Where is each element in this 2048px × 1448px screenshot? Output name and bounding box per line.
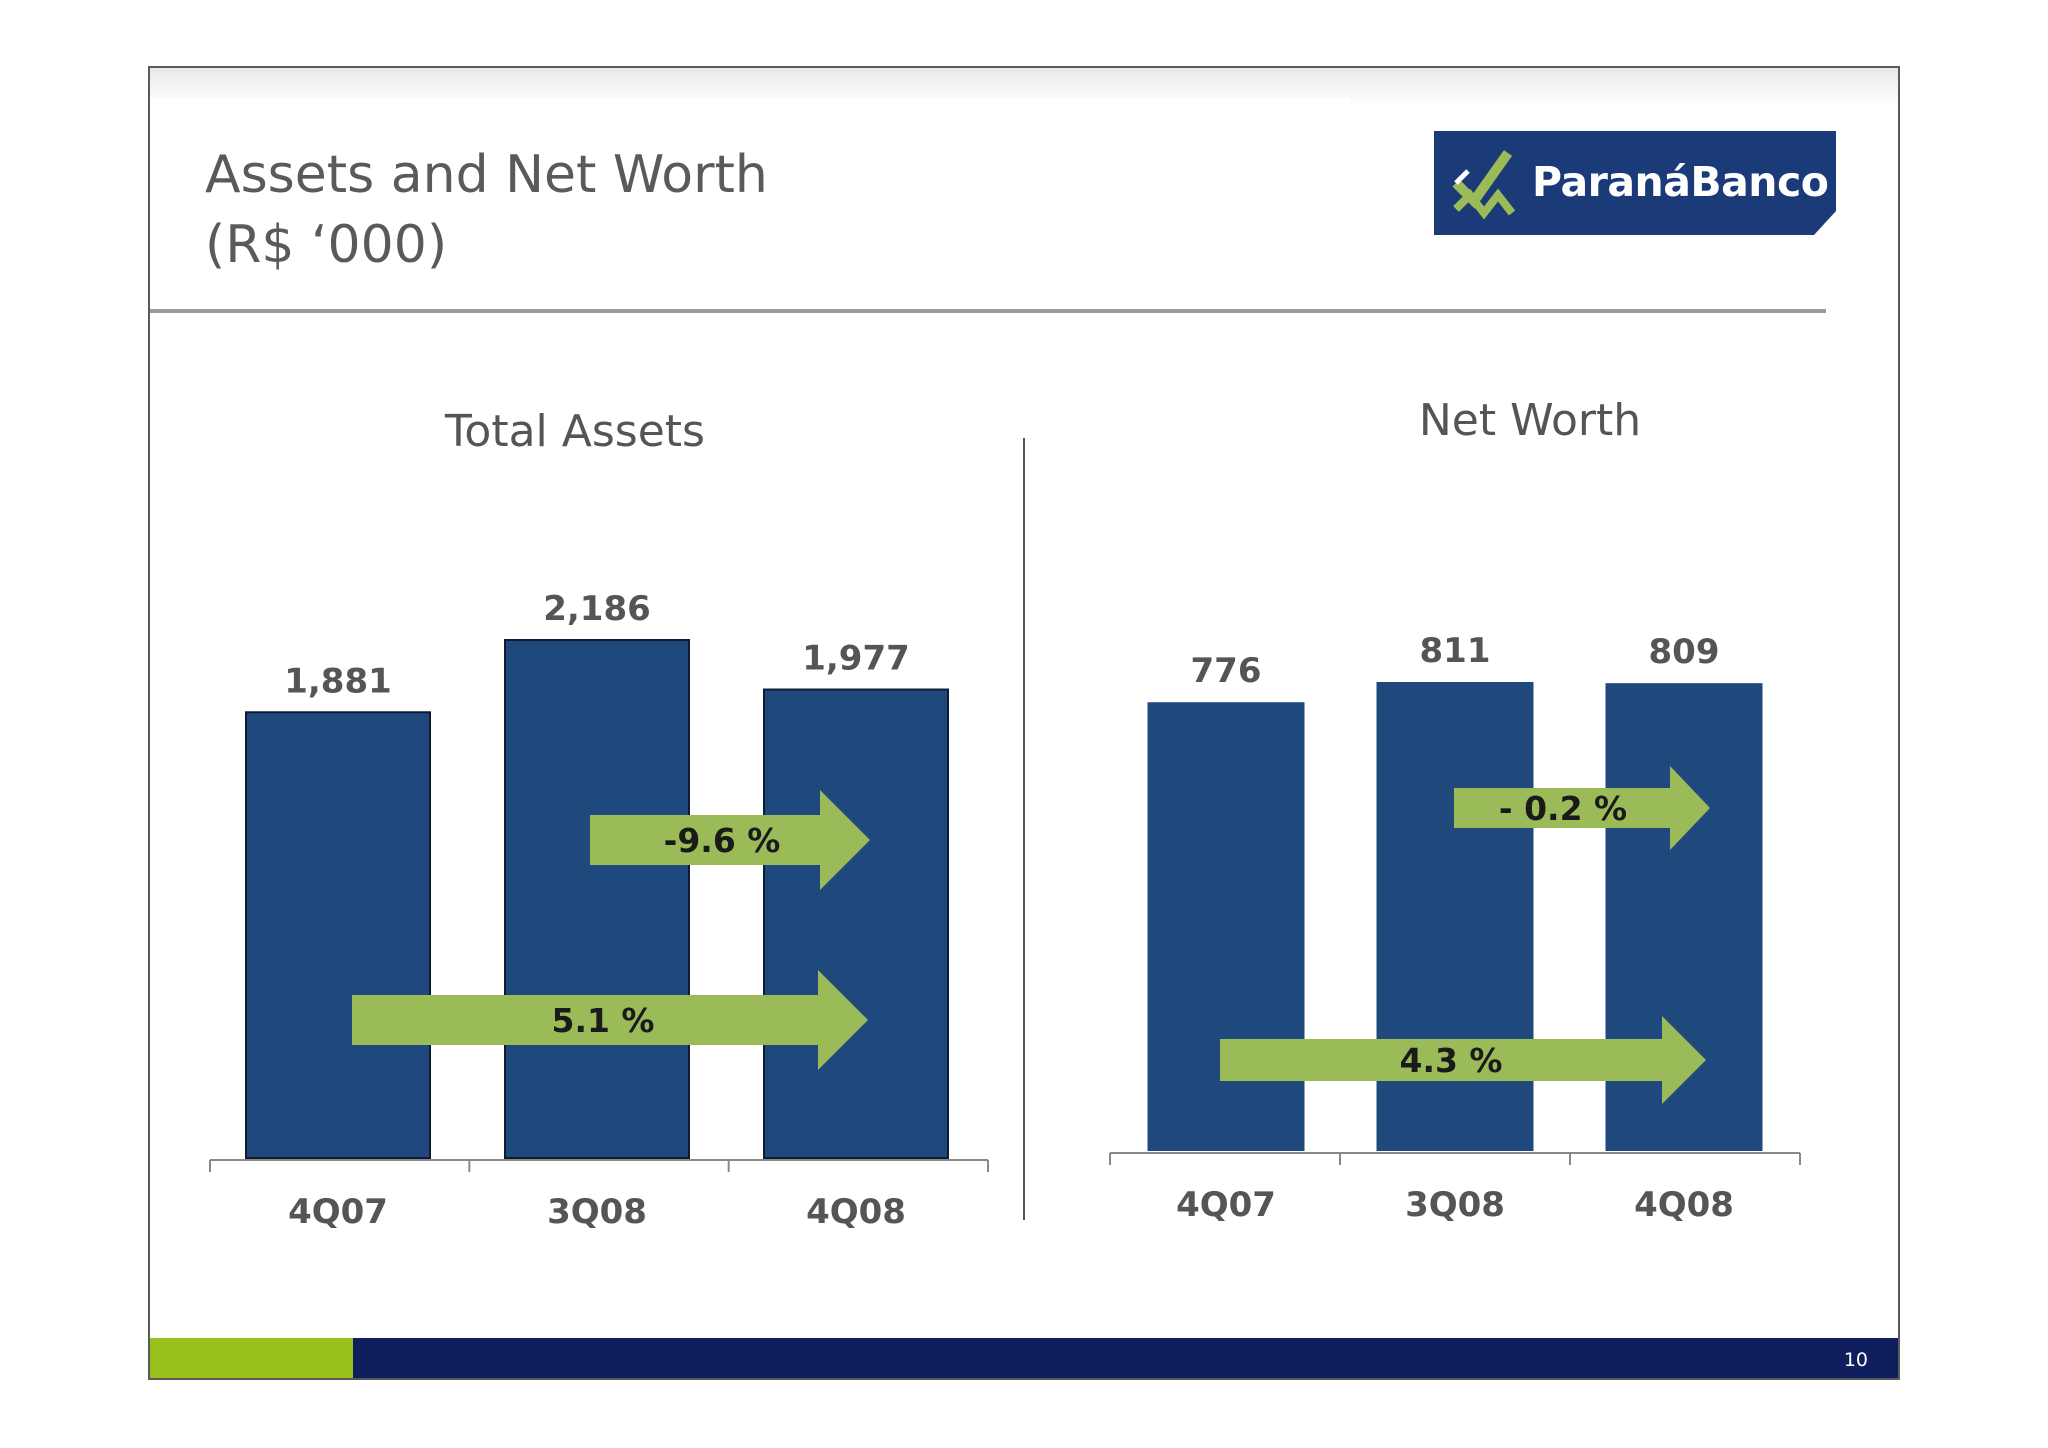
growth-label: 5.1 % bbox=[551, 1001, 654, 1040]
category-label-4q08: 4Q08 bbox=[1634, 1185, 1734, 1225]
growth-arrow-icon bbox=[1454, 766, 1710, 850]
value-label-4q08: 809 bbox=[1649, 632, 1720, 672]
bar-4q07 bbox=[245, 711, 431, 1159]
bar-3q08 bbox=[504, 639, 690, 1159]
category-label-4q07: 4Q07 bbox=[288, 1192, 388, 1232]
total-assets-title: Total Assets bbox=[444, 406, 705, 457]
charts-canvas: Total Assets 1,881 2,186 1,977 4Q07 3Q08 4Q08… bbox=[209, 395, 1801, 1232]
footer-accent-green bbox=[150, 1338, 353, 1378]
category-label-3q08: 3Q08 bbox=[1405, 1185, 1505, 1225]
page-number: 10 bbox=[1843, 1349, 1868, 1371]
logo-text: ParanáBanco bbox=[1532, 158, 1829, 206]
value-label-4q07: 776 bbox=[1191, 651, 1262, 691]
page-title: Assets and Net Worth (R$ ‘000) bbox=[205, 140, 768, 280]
header-divider bbox=[150, 309, 1826, 313]
value-label-4q07: 1,881 bbox=[284, 661, 392, 701]
growth-label: -9.6 % bbox=[664, 821, 781, 860]
category-label-4q08: 4Q08 bbox=[806, 1192, 906, 1232]
title-line-2: (R$ ‘000) bbox=[205, 215, 448, 275]
header-panel bbox=[150, 98, 1350, 313]
category-label-4q07: 4Q07 bbox=[1176, 1185, 1276, 1225]
value-label-4q08: 1,977 bbox=[802, 639, 910, 679]
parana-banco-logo bbox=[1434, 131, 1836, 235]
footer-bar bbox=[353, 1338, 1898, 1378]
growth-label: 4.3 % bbox=[1399, 1041, 1502, 1080]
logo-mark-icon bbox=[1452, 150, 1516, 220]
bar-4q08 bbox=[763, 688, 949, 1159]
net-worth-chart: Net Worth 776 811 809 4Q07 3Q08 4Q08 - 0.2 % 4.… bbox=[1109, 395, 1801, 1225]
growth-arrow-icon bbox=[590, 790, 870, 890]
growth-label: - 0.2 % bbox=[1499, 789, 1627, 828]
logo-background bbox=[1434, 131, 1836, 235]
slide: Assets and Net Worth (R$ ‘000) ParanáBan… bbox=[148, 66, 1900, 1380]
title-line-1: Assets and Net Worth bbox=[205, 145, 768, 205]
value-label-3q08: 2,186 bbox=[543, 589, 651, 629]
value-label-3q08: 811 bbox=[1420, 631, 1491, 671]
total-assets-chart: Total Assets 1,881 2,186 1,977 4Q07 3Q08 4Q08… bbox=[209, 406, 989, 1232]
growth-arrow-icon bbox=[352, 970, 868, 1070]
growth-arrow-icon bbox=[1220, 1016, 1706, 1104]
bar-4q07 bbox=[1147, 702, 1305, 1151]
category-label-3q08: 3Q08 bbox=[547, 1192, 647, 1232]
net-worth-title: Net Worth bbox=[1419, 395, 1641, 446]
